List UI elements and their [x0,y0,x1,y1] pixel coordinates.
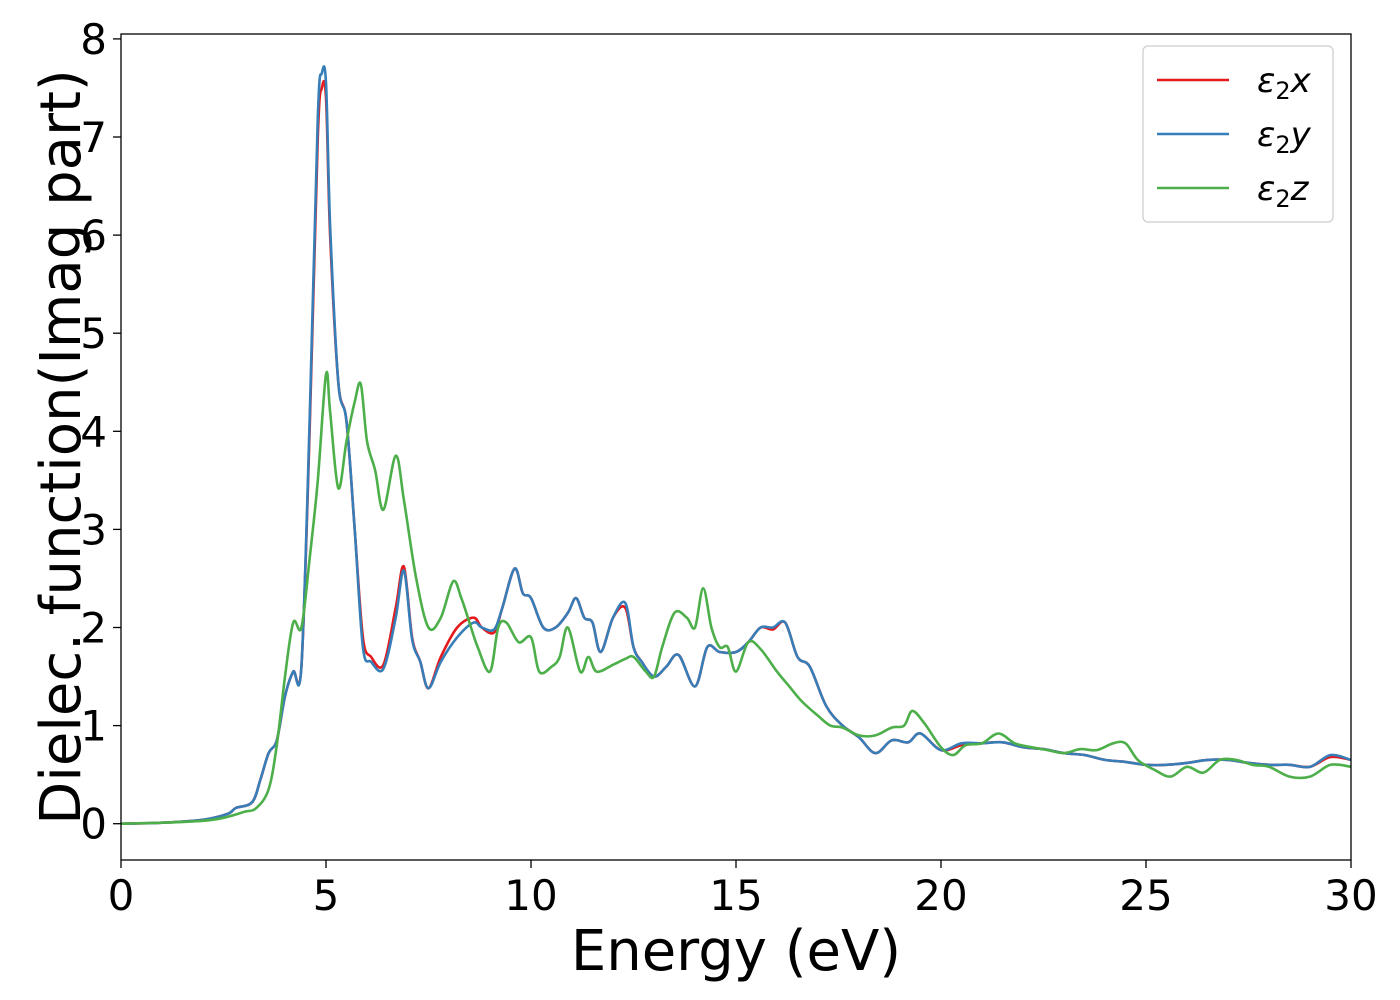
legend-box [1142,45,1334,223]
y-tick-label: 5 [80,309,107,358]
legend: ε2x ε2y ε2z [1142,45,1334,223]
legend-entry-x: ε2x [1157,61,1312,105]
x-tick-label: 20 [914,871,967,920]
legend-entry-z: ε2z [1157,169,1310,213]
y-tick-label: 0 [80,800,107,849]
y-tick-label: 7 [80,113,107,162]
y-tick-label: 6 [80,211,107,260]
y-tick-label: 8 [80,15,107,64]
y-tick-label: 2 [80,604,107,653]
x-tick-label: 25 [1119,871,1172,920]
legend-label: ε2x [1257,61,1312,105]
x-tick-label: 15 [709,871,762,920]
series-line-z [120,370,1352,825]
legend-label: ε2y [1257,115,1312,159]
x-tick-label: 10 [504,871,557,920]
y-axis-label: Dielec. function(Imag part) [29,69,94,825]
y-tick-label: 4 [80,407,107,456]
x-tick-label: 5 [313,871,340,920]
series-lines [120,65,1352,825]
y-tick-label: 1 [80,702,107,751]
x-tick-label: 30 [1324,871,1377,920]
x-axis-label: Energy (eV) [571,919,901,984]
y-axis-ticks: 0 1 2 3 4 5 6 7 8 [80,15,121,849]
legend-entry-y: ε2y [1157,115,1312,159]
x-axis-ticks: 0 5 10 15 20 25 30 [108,860,1378,920]
x-tick-label: 0 [108,871,135,920]
legend-label: ε2z [1257,169,1310,213]
y-tick-label: 3 [80,505,107,554]
